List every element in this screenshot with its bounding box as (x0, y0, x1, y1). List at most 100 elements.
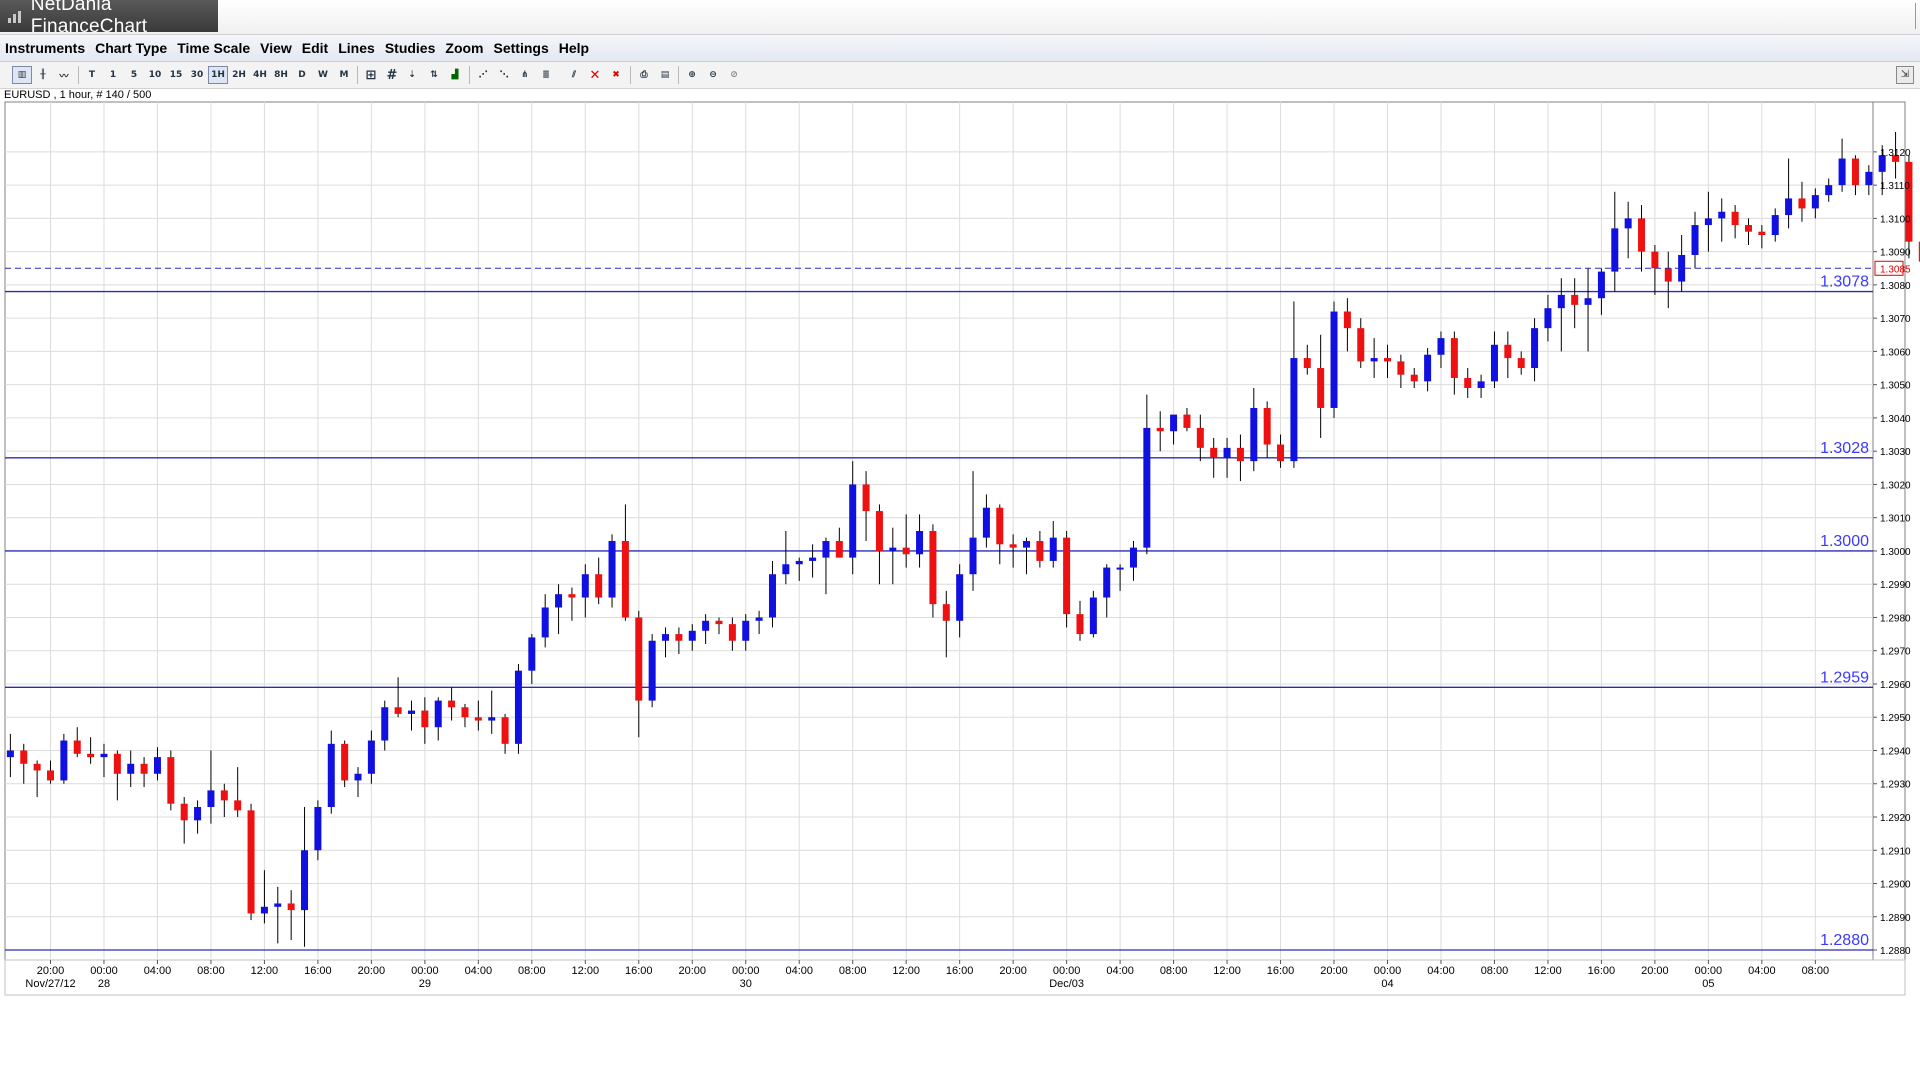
x-tick-label: 00:00 (1374, 965, 1402, 977)
menu-zoom[interactable]: Zoom (445, 40, 484, 56)
candle-body (1892, 155, 1900, 162)
timeframe-5-button[interactable]: 5 (130, 70, 138, 80)
candle-body (835, 540, 843, 558)
crosshair-icon[interactable]: ⊞ (365, 67, 377, 83)
candle-body (795, 560, 803, 565)
candle-body (60, 740, 68, 781)
timeframe-1H-button[interactable]: 1H (208, 66, 228, 84)
candle-down (421, 697, 429, 744)
menu-chart-type[interactable]: Chart Type (95, 40, 168, 56)
y-tick-label: 1.3030 (1880, 447, 1911, 458)
trendline-icon[interactable]: ⋰ (478, 70, 488, 80)
candle-down (1343, 298, 1351, 352)
candle-body (1397, 361, 1405, 375)
candle-up (1878, 145, 1886, 196)
candle-down (1892, 131, 1900, 179)
timeframe-30-button[interactable]: 30 (190, 70, 204, 80)
candle-up (541, 594, 549, 648)
zoom-out-icon[interactable]: ⊖ (709, 70, 717, 80)
x-date-label: 28 (98, 978, 110, 990)
candle-body (394, 707, 402, 714)
grid-icon[interactable]: # (386, 67, 398, 83)
menu-help[interactable]: Help (558, 40, 590, 56)
print-preview-icon[interactable]: ▤ (660, 70, 670, 80)
title-tab[interactable]: NetDania FinanceChart (0, 0, 218, 37)
timeframe-D-button[interactable]: D (298, 70, 306, 80)
candle-down (1397, 354, 1405, 388)
candle-body (1009, 544, 1017, 548)
y-tick-label: 1.3120 (1880, 148, 1911, 159)
detach-icon[interactable]: ⇲ (1896, 66, 1914, 84)
candle-body (434, 700, 442, 728)
studies-icon[interactable]: ⇅ (430, 70, 438, 80)
menu-time-scale[interactable]: Time Scale (177, 40, 251, 56)
print-icon[interactable]: ⎙ (640, 70, 648, 80)
menu-settings[interactable]: Settings (493, 40, 549, 56)
candle-body (167, 757, 175, 804)
candle-down (902, 514, 910, 568)
candle-body (1063, 537, 1071, 615)
candle-up (969, 471, 977, 591)
candle-body (247, 810, 255, 914)
candle-body (367, 740, 375, 774)
level-label: 1.2880 (1820, 932, 1869, 949)
chart-type-line-icon[interactable]: 〰 (59, 71, 69, 82)
timeframe-10-button[interactable]: 10 (148, 70, 162, 80)
candle-body (488, 717, 496, 721)
candle-up (1424, 348, 1432, 392)
fan-icon[interactable]: ⋔ (521, 70, 529, 80)
delete-all-icon[interactable]: ✖ (612, 70, 620, 80)
candle-up (849, 461, 857, 575)
candle-body (33, 763, 41, 771)
menu-lines[interactable]: Lines (338, 40, 375, 56)
timeframe-2H-button[interactable]: 2H (232, 70, 246, 80)
x-date-label: 04 (1381, 978, 1393, 990)
candle-body (1691, 225, 1699, 255)
candle-body (568, 594, 576, 598)
menu-edit[interactable]: Edit (301, 40, 329, 56)
timeframe-W-button[interactable]: W (318, 70, 328, 80)
candle-down (1744, 218, 1752, 245)
fibonacci-icon[interactable]: ≣ (542, 70, 550, 80)
zoom-reset-icon[interactable]: ⊘ (730, 70, 738, 80)
candle-body (354, 773, 362, 781)
timeframe-T-button[interactable]: T (88, 70, 96, 80)
timeframe-8H-button[interactable]: 8H (274, 70, 288, 80)
candle-up (1116, 564, 1124, 591)
candle-body (6, 750, 14, 758)
menu-view[interactable]: View (260, 40, 292, 56)
candle-up (581, 564, 589, 618)
toolbar-separator (357, 66, 358, 84)
candle-body (1089, 597, 1097, 635)
delete-icon[interactable]: ✕ (589, 67, 601, 83)
chart-info-label: EURUSD , 1 hour, # 140 / 500 (4, 89, 152, 101)
timeframe-1-button[interactable]: 1 (109, 70, 117, 80)
chart-type-candle-icon[interactable]: ▥ (12, 66, 32, 84)
candle-up (1584, 268, 1592, 352)
volume-icon[interactable]: ▟ (451, 70, 459, 80)
candle-down (394, 677, 402, 718)
candle-body (956, 574, 964, 621)
timeframe-15-button[interactable]: 15 (169, 70, 183, 80)
y-tick-label: 1.3060 (1880, 347, 1911, 358)
chart-type-ohlc-icon[interactable]: ╫ (40, 70, 46, 80)
candle-up (688, 624, 696, 651)
candle-up (153, 747, 161, 781)
candle-up (314, 800, 322, 861)
timeframe-4H-button[interactable]: 4H (253, 70, 267, 80)
candle-up (555, 584, 563, 635)
candle-body (87, 753, 95, 758)
zoom-in-icon[interactable]: ⊕ (688, 70, 696, 80)
menu-studies[interactable]: Studies (384, 40, 436, 56)
candle-up (1611, 191, 1619, 292)
x-tick-label: 04:00 (144, 965, 172, 977)
candle-down (47, 760, 54, 784)
channel-icon[interactable]: ⫽ (571, 70, 576, 80)
candle-body (1170, 414, 1178, 432)
arrow-down-icon[interactable]: ⇣ (408, 70, 416, 80)
trendline-2-icon[interactable]: ⋱ (499, 70, 509, 80)
candle-body (501, 717, 509, 744)
timeframe-M-button[interactable]: M (339, 70, 349, 80)
menu-instruments[interactable]: Instruments (5, 40, 86, 56)
